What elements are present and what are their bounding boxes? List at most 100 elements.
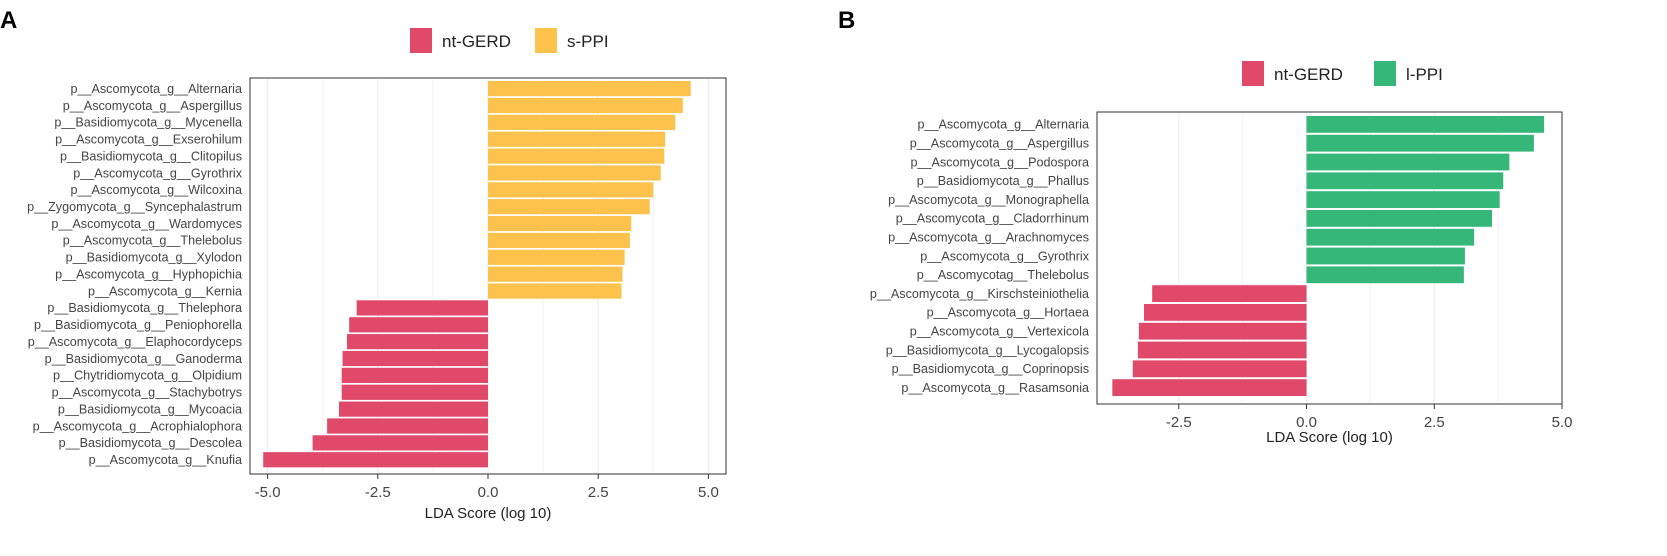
legend-swatch-l-PPI	[1374, 61, 1396, 86]
legend-swatch-nt-GERD	[410, 28, 432, 53]
category-label: p__Ascomycota_g__Elaphocordyceps	[28, 335, 242, 349]
x-tick-label: 2.5	[588, 484, 609, 501]
category-label: p__Basidiomycota_g__Xylodon	[66, 251, 242, 265]
bar	[488, 131, 666, 147]
x-tick-label: 5.0	[1552, 414, 1573, 431]
category-label: p__Ascomycota_g__Exserohilum	[55, 133, 242, 147]
category-label: p__Ascomycota_g__Monographella	[888, 193, 1089, 207]
category-label: p__Basidiomycota_g__Thelephora	[47, 301, 242, 315]
bar	[488, 283, 622, 299]
bar	[1306, 266, 1464, 284]
category-label: p__Ascomycota_g__Arachnomyces	[888, 231, 1089, 245]
bar	[488, 97, 683, 114]
bar	[488, 165, 661, 181]
bar	[1137, 341, 1307, 359]
legend-label-l-PPI: l-PPI	[1406, 65, 1443, 84]
bar	[1152, 285, 1307, 302]
category-label: p__Ascomycota_g__Cladorrhinum	[896, 212, 1089, 226]
category-label: p__Ascomycota_g__Wardomyces	[51, 217, 242, 231]
category-label: p__Ascomycota_g__Knufia	[89, 453, 242, 467]
bar	[1132, 360, 1307, 378]
bar	[1306, 172, 1504, 190]
bar	[341, 367, 488, 383]
bar	[356, 300, 488, 316]
panel-label: A	[0, 7, 17, 34]
bar	[1306, 134, 1534, 152]
bar	[1138, 322, 1307, 340]
category-label: p__Ascomycota_g__Aspergillus	[910, 137, 1089, 151]
category-label: p__Ascomycota_g__Rasamsonia	[901, 381, 1089, 395]
x-tick-label: 0.0	[478, 484, 499, 501]
bar	[488, 114, 676, 130]
category-label: p__Ascomycota_g__Hortaea	[927, 306, 1089, 320]
category-label: p__Ascomycota_g__Wilcoxina	[70, 183, 242, 197]
bar	[488, 266, 623, 282]
legend-label-nt-GERD: nt-GERD	[442, 32, 511, 51]
x-axis-title: LDA Score (log 10)	[425, 505, 552, 522]
bar	[1306, 153, 1510, 171]
legend-swatch-nt-GERD	[1242, 61, 1264, 86]
category-label: p__Ascomycota_g__Alternaria	[70, 82, 242, 96]
x-tick-label: -2.5	[365, 484, 391, 501]
category-label: p__Ascomycotag__Thelebolus	[917, 268, 1089, 282]
bar	[488, 81, 691, 97]
bar	[488, 232, 630, 249]
category-label: p__Basidiomycota_g__Descolea	[59, 436, 242, 450]
bar	[341, 384, 488, 400]
legend-label-s-PPI: s-PPI	[567, 32, 609, 51]
bar	[1306, 228, 1475, 246]
bar	[327, 418, 488, 434]
bar	[263, 452, 488, 468]
category-label: p__Ascomycota_g__Aspergillus	[63, 99, 242, 113]
bar	[339, 401, 488, 417]
category-label: p__Basidiomycota_g__Ganoderma	[45, 352, 242, 366]
category-label: p__Basidiomycota_g__Clitopilus	[60, 149, 242, 163]
category-label: p__Ascomycota_g__Thelebolus	[63, 234, 242, 248]
x-tick-label: 5.0	[698, 484, 719, 501]
legend-label-nt-GERD: nt-GERD	[1274, 65, 1343, 84]
category-label: p__Ascomycota_g__Gyrothrix	[73, 166, 242, 180]
bar	[488, 182, 654, 198]
panel-label: B	[838, 7, 855, 34]
bar	[1144, 304, 1307, 321]
x-tick-label: 2.5	[1424, 414, 1445, 431]
category-label: p__Basidiomycota_g__Coprinopsis	[892, 362, 1089, 376]
bar	[488, 249, 625, 265]
bar	[1112, 379, 1307, 396]
bar	[312, 435, 488, 451]
category-label: p__Basidiomycota_g__Lycogalopsis	[886, 343, 1089, 357]
x-tick-label: -2.5	[1166, 414, 1192, 431]
bar	[1306, 247, 1465, 265]
category-label: p__Ascomycota_g__Kirschsteiniothelia	[870, 287, 1089, 301]
plot-border	[1096, 111, 1563, 405]
panel-a: Ant-GERD s-PPI p__Ascomycota_g__Alternaria…	[0, 7, 727, 522]
category-label: p__Basidiomycota_g__Mycenella	[54, 116, 242, 130]
category-label: p__Basidiomycota_g__Mycoacia	[58, 402, 242, 416]
x-tick-label: 0.0	[1296, 414, 1317, 431]
category-label: p__Ascomycota_g__Hyphopichia	[55, 267, 242, 281]
category-label: p__Ascomycota_g__Kernia	[88, 284, 242, 298]
category-label: p__Zygomycota_g__Syncephalastrum	[27, 200, 242, 214]
bar	[349, 317, 488, 333]
category-label: p__Ascomycota_g__Alternaria	[917, 118, 1089, 132]
x-axis-title: LDA Score (log 10)	[1266, 429, 1393, 446]
bar	[1306, 116, 1545, 133]
bar	[488, 148, 665, 164]
bar	[1306, 210, 1492, 227]
category-label: p__Ascomycota_g__Stachybotrys	[52, 386, 242, 400]
bar	[346, 334, 488, 350]
bar	[488, 199, 650, 215]
bar	[1306, 191, 1500, 208]
category-label: p__Ascomycota_g__Vertexicola	[910, 325, 1089, 339]
category-label: p__Chytridiomycota_g__Olpidium	[53, 369, 242, 383]
bar	[488, 215, 632, 232]
x-tick-label: -5.0	[255, 484, 281, 501]
panel-b: Bnt-GERD l-PPI p__Ascomycota_g__Alternaria…	[838, 7, 1572, 446]
bar	[342, 350, 488, 367]
category-label: p__Ascomycota_g__Acrophialophora	[33, 419, 242, 433]
legend-swatch-s-PPI	[535, 28, 557, 53]
category-label: p__Ascomycota_g__Podospora	[910, 155, 1089, 169]
category-label: p__Ascomycota_g__Gyrothrix	[920, 249, 1089, 263]
category-label: p__Basidiomycota_g__Phallus	[917, 174, 1089, 188]
